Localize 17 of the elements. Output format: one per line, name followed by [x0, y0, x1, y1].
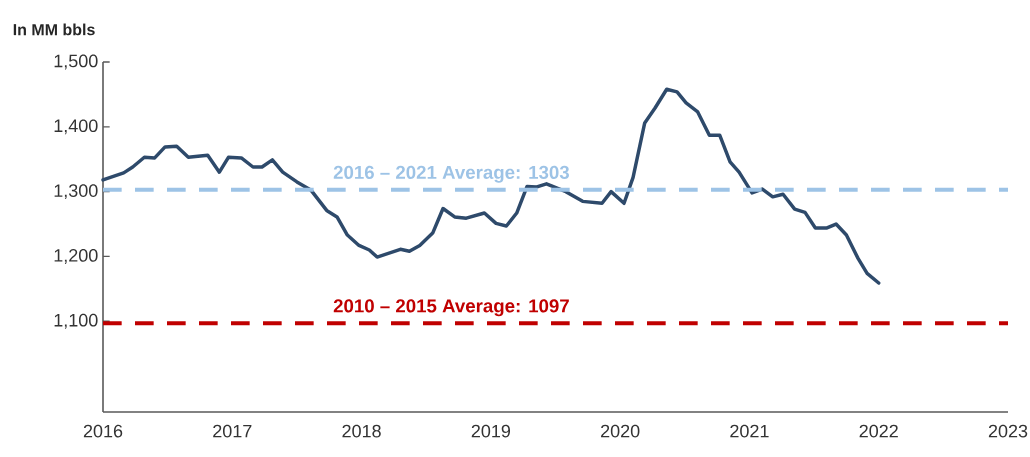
x-tick-label: 2023 [988, 424, 1028, 438]
x-tick-label: 2021 [730, 424, 769, 438]
y-tick-label: 1,500 [54, 54, 98, 70]
y-tick-label: 1,100 [54, 313, 98, 329]
x-tick-label: 2019 [471, 424, 511, 438]
ref-line-label: 2016 – 2021 Average: 1303 [333, 165, 569, 183]
y-tick-label: 1,300 [54, 184, 98, 200]
x-tick-label: 2022 [859, 424, 898, 438]
y-axis-title: In MM bbls [13, 23, 95, 36]
x-tick-label: 2016 [83, 424, 123, 438]
x-tick-label: 2020 [601, 424, 640, 438]
y-tick-label: 1,200 [54, 249, 98, 264]
x-tick-label: 2017 [213, 424, 252, 438]
line-series [101, 87, 881, 285]
y-tick-label: 1,400 [54, 119, 98, 135]
ref-line-label: 2010 – 2015 Average: 1097 [333, 299, 569, 317]
x-tick-label: 2018 [342, 424, 381, 438]
